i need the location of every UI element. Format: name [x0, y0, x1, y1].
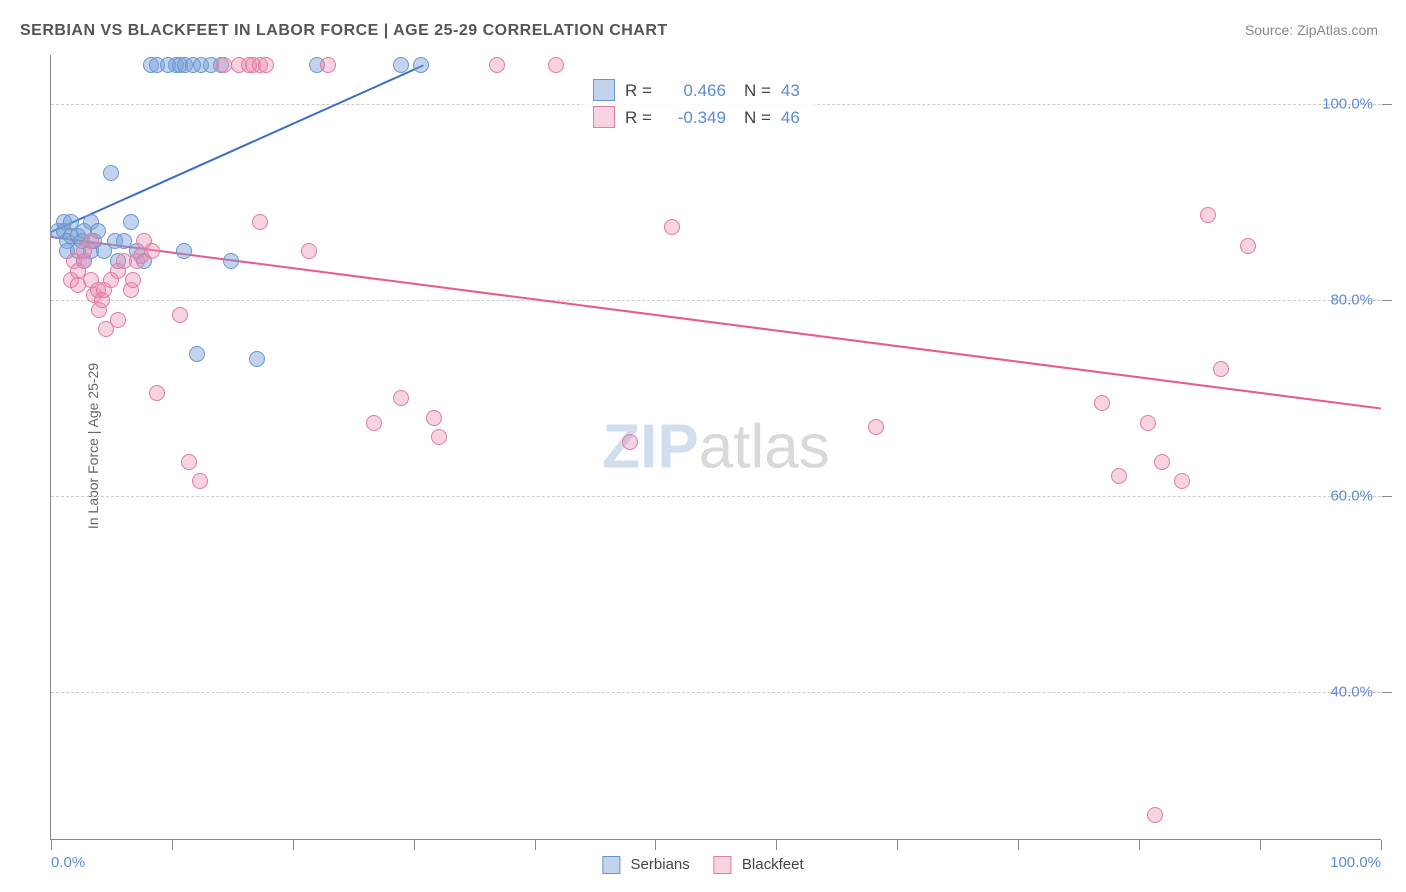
- blackfeet-swatch: [714, 856, 732, 874]
- scatter-point: [868, 419, 884, 435]
- scatter-point: [1111, 468, 1127, 484]
- scatter-point: [1147, 807, 1163, 823]
- watermark-part2: atlas: [699, 413, 830, 482]
- scatter-point: [548, 57, 564, 73]
- scatter-point: [249, 351, 265, 367]
- x-tick-label: 0.0%: [51, 854, 85, 871]
- scatter-point: [192, 473, 208, 489]
- y-tick-label: 80.0%: [1330, 292, 1373, 309]
- legend-row: R = 0.466 N = 43: [593, 77, 800, 104]
- scatter-point: [413, 57, 429, 73]
- y-tick: [1382, 496, 1392, 497]
- y-tick: [1382, 300, 1392, 301]
- legend-n-value: 46: [781, 104, 800, 131]
- source-name: ZipAtlas.com: [1297, 22, 1378, 38]
- scatter-point: [172, 307, 188, 323]
- scatter-point: [320, 57, 336, 73]
- scatter-point: [110, 312, 126, 328]
- scatter-point: [216, 57, 232, 73]
- scatter-point: [366, 415, 382, 431]
- scatter-point: [489, 57, 505, 73]
- x-tick: [1139, 840, 1140, 850]
- scatter-point: [181, 454, 197, 470]
- x-tick-label: 100.0%: [1330, 854, 1381, 871]
- x-tick: [1381, 840, 1382, 850]
- scatter-point: [1140, 415, 1156, 431]
- y-tick-label: 100.0%: [1322, 96, 1373, 113]
- x-tick: [414, 840, 415, 850]
- scatter-point: [123, 214, 139, 230]
- x-tick: [293, 840, 294, 850]
- legend-swatch: [593, 79, 615, 101]
- gridline-h: [51, 300, 1381, 301]
- scatter-point: [1174, 473, 1190, 489]
- source-label: Source:: [1245, 22, 1297, 38]
- scatter-point: [144, 243, 160, 259]
- scatter-point: [125, 272, 141, 288]
- scatter-point: [1213, 361, 1229, 377]
- scatter-point: [1154, 454, 1170, 470]
- chart-title: SERBIAN VS BLACKFEET IN LABOR FORCE | AG…: [20, 22, 668, 40]
- scatter-point: [426, 410, 442, 426]
- bottom-legend: Serbians Blackfeet: [602, 856, 803, 874]
- scatter-point: [189, 346, 205, 362]
- scatter-point: [393, 390, 409, 406]
- scatter-point: [223, 253, 239, 269]
- x-tick: [535, 840, 536, 850]
- scatter-point: [393, 57, 409, 73]
- scatter-point: [149, 385, 165, 401]
- source-attrib: Source: ZipAtlas.com: [1245, 22, 1378, 38]
- legend-n-value: 43: [781, 77, 800, 104]
- x-tick: [1018, 840, 1019, 850]
- x-tick: [897, 840, 898, 850]
- legend-swatch: [593, 106, 615, 128]
- watermark-part1: ZIP: [602, 413, 698, 482]
- scatter-point: [252, 214, 268, 230]
- x-tick: [172, 840, 173, 850]
- scatter-point: [83, 233, 99, 249]
- regression-line: [51, 65, 424, 233]
- scatter-point: [1240, 238, 1256, 254]
- scatter-point: [431, 429, 447, 445]
- x-tick: [51, 840, 52, 850]
- blackfeet-label: Blackfeet: [742, 856, 804, 873]
- legend-r-label: R =: [625, 77, 652, 104]
- x-tick: [776, 840, 777, 850]
- gridline-h: [51, 692, 1381, 693]
- legend-r-value: 0.466: [662, 77, 726, 104]
- x-tick: [655, 840, 656, 850]
- chart-plot-area: ZIPatlas 40.0%60.0%80.0%100.0%0.0%100.0%…: [50, 55, 1381, 840]
- y-tick-label: 60.0%: [1330, 488, 1373, 505]
- legend-r-value: -0.349: [662, 104, 726, 131]
- correlation-legend: R = 0.466 N = 43 R = -0.349 N = 46: [583, 71, 814, 137]
- scatter-point: [622, 434, 638, 450]
- scatter-point: [664, 219, 680, 235]
- gridline-h: [51, 496, 1381, 497]
- legend-item-blackfeet: Blackfeet: [714, 856, 804, 874]
- legend-n-label: N =: [744, 104, 771, 131]
- legend-item-serbians: Serbians: [602, 856, 689, 874]
- serbians-swatch: [602, 856, 620, 874]
- y-tick: [1382, 104, 1392, 105]
- legend-r-label: R =: [625, 104, 652, 131]
- x-tick: [1260, 840, 1261, 850]
- scatter-point: [301, 243, 317, 259]
- watermark: ZIPatlas: [602, 412, 829, 483]
- scatter-point: [1094, 395, 1110, 411]
- scatter-point: [176, 243, 192, 259]
- legend-n-label: N =: [744, 77, 771, 104]
- scatter-point: [103, 165, 119, 181]
- scatter-point: [258, 57, 274, 73]
- scatter-point: [1200, 207, 1216, 223]
- y-tick-label: 40.0%: [1330, 684, 1373, 701]
- serbians-label: Serbians: [631, 856, 690, 873]
- y-tick: [1382, 692, 1392, 693]
- legend-row: R = -0.349 N = 46: [593, 104, 800, 131]
- regression-line: [51, 236, 1381, 409]
